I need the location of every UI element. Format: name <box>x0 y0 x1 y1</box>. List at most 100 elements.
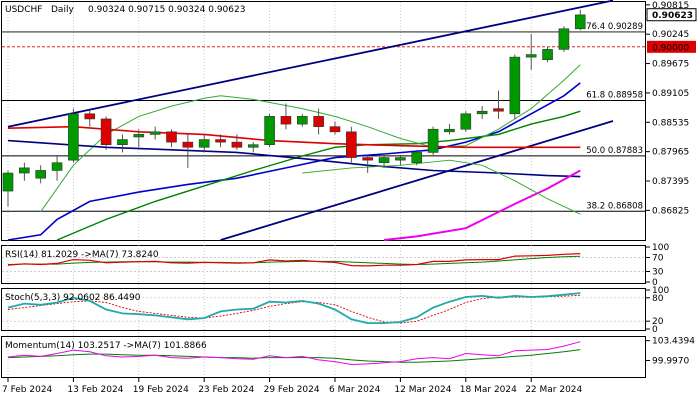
date-tick-label: 19 Feb 2024 <box>133 385 189 395</box>
candle <box>574 9 586 31</box>
date-tick-label: 22 Mar 2024 <box>525 385 582 395</box>
candle <box>198 134 210 153</box>
stoch-tick-label: 100 <box>652 286 669 296</box>
ohlc-readout: 0.90324 0.90715 0.90324 0.90623 <box>88 5 245 15</box>
candle <box>182 134 194 168</box>
candle <box>411 149 423 166</box>
candle-body <box>476 110 488 115</box>
date-tick-label: 23 Feb 2024 <box>198 385 254 395</box>
candle <box>166 129 177 148</box>
moving-average-line <box>7 82 581 241</box>
candle-body <box>215 139 226 143</box>
price-tick-label: 0.90245 <box>652 30 689 40</box>
moving-average-line <box>383 169 581 241</box>
date-tick-label: 12 Mar 2024 <box>394 385 451 395</box>
candle-body <box>329 126 341 133</box>
candle-body <box>166 131 177 143</box>
candle <box>329 121 341 135</box>
rsi-label: RSI(14) 81.2029 ->MA(7) 73.8240 <box>5 250 159 260</box>
candle <box>35 165 47 184</box>
stoch-tick-label: 20 <box>652 317 664 327</box>
price-tick-label: 0.87395 <box>652 177 689 187</box>
price-tick-label: 0.89105 <box>652 89 689 99</box>
candle-body <box>231 141 243 148</box>
date-tick-label: 13 Feb 2024 <box>67 385 123 395</box>
candle-body <box>313 116 324 127</box>
candle <box>149 126 161 140</box>
candle <box>313 108 324 135</box>
candle-body <box>198 139 210 148</box>
price-tick-label: 0.89675 <box>652 60 689 70</box>
candle-body <box>182 141 194 148</box>
candle <box>444 124 455 135</box>
candle <box>133 129 145 148</box>
chart-title: USDCHF <box>5 5 42 15</box>
fib-level-label: 61.8 0.88958 <box>586 90 643 100</box>
candle-body <box>378 157 390 164</box>
candle-body <box>346 131 357 158</box>
candle-body <box>51 162 63 171</box>
moving-average-line <box>7 139 581 178</box>
candle-body <box>19 167 30 174</box>
candle <box>215 134 226 148</box>
candle-body <box>427 128 439 153</box>
price-tick-label: 0.90815 <box>652 1 689 11</box>
candle-body <box>558 28 570 50</box>
candle-body <box>525 54 537 58</box>
price-axis: 0.90815 0.90245 0.89675 0.89105 0.88535 0.879… <box>645 1 697 216</box>
price-tick-label: 0.86825 <box>652 206 689 216</box>
candle-body <box>542 49 553 60</box>
rsi-tick-label: 30 <box>652 268 664 278</box>
price-tick-label: 0.88535 <box>652 118 689 128</box>
candle <box>231 134 243 150</box>
candle-body <box>247 144 259 148</box>
rsi-tick-label: 100 <box>652 243 669 253</box>
candle <box>395 155 406 166</box>
current-price-label: 0.90623 <box>652 11 693 21</box>
candle-body <box>100 118 112 145</box>
momentum-tick-label: 99.9970 <box>652 356 689 366</box>
candle-body <box>509 56 521 115</box>
candle <box>19 162 30 181</box>
candle <box>427 126 439 155</box>
candle <box>117 134 128 153</box>
stoch-label: Stoch(5,3,3) 92.0602 86.4490 <box>5 293 141 303</box>
date-tick-label: 18 Mar 2024 <box>460 385 517 395</box>
moving-average-line <box>302 159 581 215</box>
candle <box>460 111 472 132</box>
candlesticks <box>2 9 586 207</box>
price-level-labels: 76.4 0.90289 61.8 0.88958 50.0 0.87883 38.2… <box>586 22 643 211</box>
candle-body <box>444 128 455 133</box>
stoch-d-line <box>7 294 581 324</box>
candle-body <box>117 139 128 145</box>
candle-body <box>2 172 14 192</box>
candle <box>542 46 553 63</box>
date-tick-label: 29 Feb 2024 <box>264 385 320 395</box>
candle <box>100 116 112 150</box>
momentum-line <box>7 341 581 366</box>
current-price-tag <box>646 8 697 22</box>
candle-body <box>574 14 586 30</box>
rsi-panel-frame <box>1 245 646 284</box>
candle <box>264 113 275 148</box>
candle <box>346 126 357 163</box>
candle-body <box>264 116 275 145</box>
candle <box>525 33 537 70</box>
momentum-label: Momentum(14) 103.2517 ->MA(7) 101.8866 <box>5 341 207 351</box>
candle <box>362 155 374 174</box>
candle <box>2 170 14 207</box>
candle <box>247 142 259 153</box>
date-axis: 7 Feb 2024 13 Feb 2024 19 Feb 2024 23 Feb 2… <box>2 378 583 395</box>
candle <box>493 90 504 119</box>
channel-upper-trendline <box>7 0 614 128</box>
candle-body <box>68 113 79 161</box>
rsi-line <box>7 253 581 267</box>
candle <box>68 108 79 163</box>
candle-body <box>149 131 161 135</box>
candle <box>476 106 488 119</box>
candle-body <box>460 113 472 130</box>
fib-level-label: 76.4 0.90289 <box>586 22 643 32</box>
rsi-tick-label: 0 <box>652 278 658 288</box>
